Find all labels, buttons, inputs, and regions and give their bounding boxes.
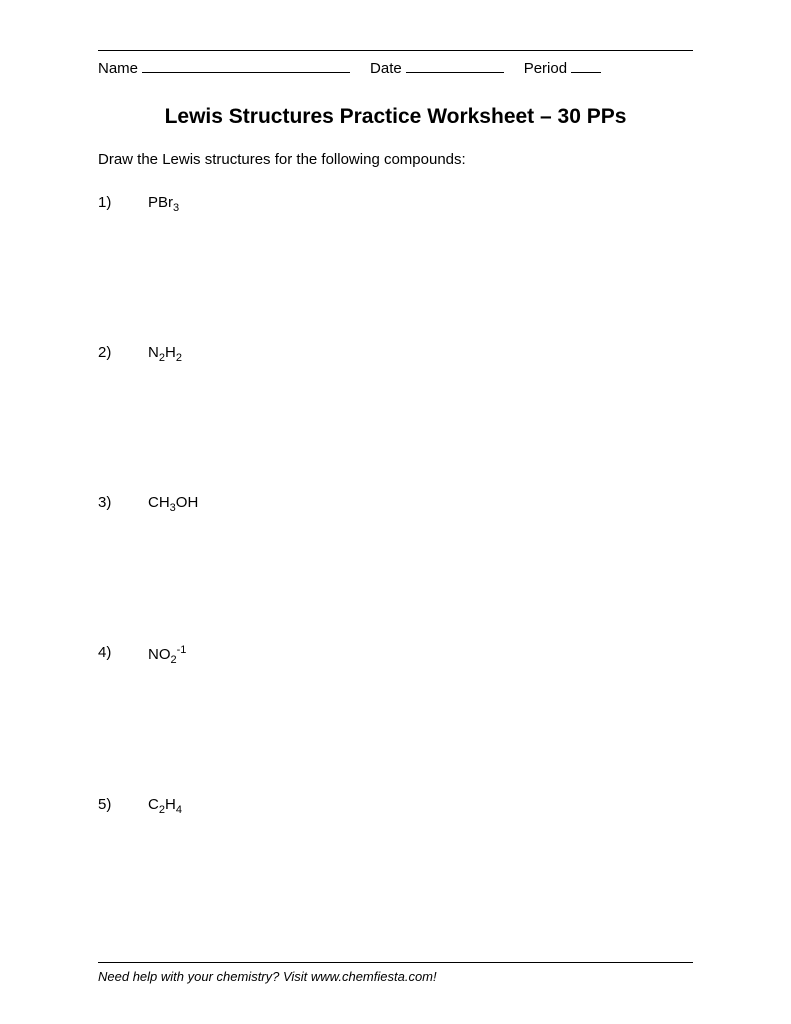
chemical-formula: PBr3 xyxy=(148,194,179,214)
worksheet-page: Name Date Period Lewis Structures Practi… xyxy=(0,0,791,1024)
period-blank[interactable] xyxy=(571,59,601,73)
problem-row: 4)NO2-1 xyxy=(98,644,693,666)
header-fields: Name Date Period xyxy=(98,50,693,77)
problem-number: 4) xyxy=(98,644,148,666)
name-label: Name xyxy=(98,60,138,77)
chemical-formula: CH3OH xyxy=(148,494,198,514)
chemical-formula: C2H4 xyxy=(148,796,182,816)
period-label: Period xyxy=(524,60,567,77)
chemical-formula: NO2-1 xyxy=(148,644,186,666)
chemical-formula: N2H2 xyxy=(148,344,182,364)
problem-row: 1)PBr3 xyxy=(98,194,693,214)
date-label: Date xyxy=(370,60,402,77)
problem-row: 5)C2H4 xyxy=(98,796,693,816)
problem-number: 1) xyxy=(98,194,148,214)
problem-number: 5) xyxy=(98,796,148,816)
worksheet-title: Lewis Structures Practice Worksheet – 30… xyxy=(98,105,693,129)
problem-row: 3)CH3OH xyxy=(98,494,693,514)
problems-list: 1)PBr3 2)N2H2 3)CH3OH 4)NO2-1 5)C2H4 xyxy=(98,194,693,962)
instructions: Draw the Lewis structures for the follow… xyxy=(98,151,693,168)
name-blank[interactable] xyxy=(142,59,350,73)
date-blank[interactable] xyxy=(406,59,504,73)
footer-text: Need help with your chemistry? Visit www… xyxy=(98,962,693,984)
problem-number: 3) xyxy=(98,494,148,514)
problem-number: 2) xyxy=(98,344,148,364)
problem-row: 2)N2H2 xyxy=(98,344,693,364)
